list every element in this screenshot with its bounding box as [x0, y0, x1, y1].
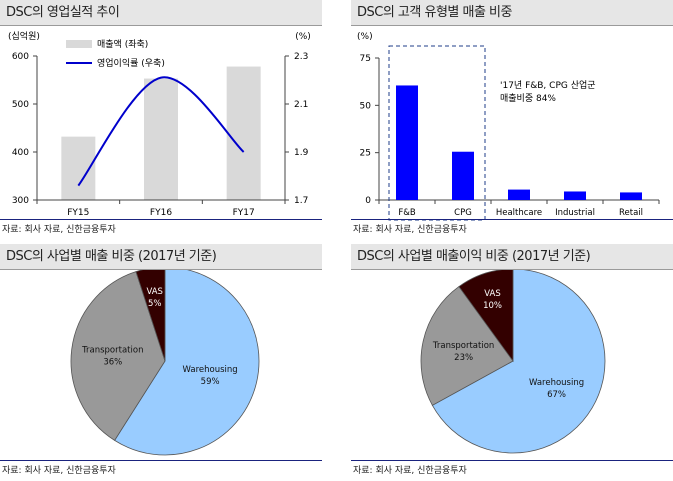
x-tick-label: Retail: [619, 208, 643, 218]
y-tick-label-left: 400: [12, 148, 29, 158]
panel-title: DSC의 사업별 매출이익 비중 (2017년 기준): [351, 244, 673, 270]
bar-fy16: [144, 78, 178, 200]
y-axis-left-unit: (십억원): [8, 30, 40, 42]
legend-swatch-sales: [66, 40, 92, 48]
y-tick-label-right: 2.1: [294, 100, 308, 110]
pie-value-warehousing: 67%: [547, 390, 566, 400]
y-axis-unit: (%): [357, 32, 373, 42]
pie-slice-warehousing: [431, 270, 606, 454]
y-tick-label-right: 1.9: [294, 148, 309, 158]
y-tick-label: 50: [360, 101, 372, 111]
bar-industrial: [564, 191, 586, 200]
y-tick-label-right: 2.3: [294, 52, 308, 62]
y-tick-label-left: 600: [12, 52, 29, 62]
bar-healthcare: [508, 189, 530, 200]
bar-cpg: [452, 151, 474, 200]
source-note: 자료: 회사 자료, 신한금융투자: [353, 225, 467, 235]
pie-slice-vas: [458, 270, 514, 363]
highlight-box-fb-cpg: [388, 45, 486, 221]
panel-business-gross-profit: DSC의 사업별 매출이익 비중 (2017년 기준) Warehousing 6…: [351, 244, 673, 481]
pie-slice-transportation: [70, 271, 166, 441]
annotation-line-1: '17년 F&B, CPG 산업군: [500, 80, 596, 91]
source-note: 자료: 회사 자료, 신한금융투자: [353, 466, 467, 476]
bar-fb: [396, 85, 418, 200]
pie-label-warehousing: Warehousing: [529, 378, 584, 388]
pie-slice-transportation: [420, 286, 514, 406]
y-tick-label: 75: [360, 54, 371, 64]
x-tick-label: F&B: [398, 208, 416, 218]
panel-title: DSC의 고객 유형별 매출 비중: [351, 0, 673, 26]
operating-results-chart: (십억원) (%) 300 400 500 600 1.7 1.9 2.1 2.3 FY15 FY16…: [8, 30, 311, 218]
pie-value-warehousing: 59%: [201, 377, 220, 387]
legend-label-sales: 매출액 (좌축): [97, 38, 148, 50]
legend-label-margin: 영업이익률 (우축): [97, 57, 165, 69]
panel-customer-type-sales: DSC의 고객 유형별 매출 비중 (%) 0 25 50 75 F&B CPG Health…: [351, 0, 673, 240]
pie-label-vas: VAS: [484, 289, 500, 299]
pie-value-vas: 10%: [483, 301, 502, 311]
x-tick-label: Industrial: [555, 208, 595, 218]
bar-retail: [620, 192, 642, 200]
pie-label-vas: VAS: [146, 287, 162, 297]
x-tick-label: Healthcare: [496, 208, 542, 218]
pie-slice-warehousing: [114, 270, 260, 456]
y-tick-label-right: 1.7: [294, 196, 308, 206]
pie-value-vas: 5%: [148, 299, 162, 309]
source-divider: [0, 219, 322, 220]
y-tick-label-left: 300: [12, 196, 29, 206]
panel-title: DSC의 사업별 매출 비중 (2017년 기준): [0, 244, 322, 270]
pie-label-transportation: Transportation: [432, 341, 494, 351]
bar-fy17: [226, 66, 261, 200]
source-divider: [351, 460, 673, 461]
panel-title: DSC의 영업실적 추이: [0, 0, 322, 26]
pie-value-transportation: 23%: [454, 353, 473, 363]
pie-label-warehousing: Warehousing: [183, 365, 238, 375]
y-axis-right-unit: (%): [295, 32, 311, 42]
series-line-operating-margin: [77, 76, 245, 187]
business-gross-profit-pie: Warehousing 67% Transportation 23% VAS 10%: [420, 270, 606, 454]
x-tick-label-fy17: FY17: [233, 208, 255, 218]
source-note: 자료: 회사 자료, 신한금융투자: [2, 466, 116, 476]
customer-type-chart: (%) 0 25 50 75 F&B CPG Healthcare Industrial Reta…: [357, 32, 660, 221]
pie-value-transportation: 36%: [103, 357, 122, 367]
x-tick-label-fy16: FY16: [150, 208, 172, 218]
annotation-line-2: 매출비중 84%: [500, 93, 556, 104]
x-tick-label-fy15: FY15: [67, 208, 89, 218]
source-divider: [351, 219, 673, 220]
y-tick-label: 25: [360, 149, 371, 159]
business-sales-pie: Warehousing 59% Transportation 36% VAS 5%: [70, 270, 260, 456]
panel-operating-results: DSC의 영업실적 추이 (십억원) (%) 300 400 500 600 1.7 1.9 2…: [0, 0, 322, 240]
source-divider: [0, 460, 322, 461]
y-tick-label-left: 500: [12, 100, 29, 110]
y-tick-label: 0: [365, 196, 371, 206]
panel-business-sales: DSC의 사업별 매출 비중 (2017년 기준) Warehousing 59%…: [0, 244, 322, 481]
source-note: 자료: 회사 자료, 신한금융투자: [2, 225, 116, 235]
pie-label-transportation: Transportation: [81, 345, 143, 355]
pie-slice-vas: [135, 270, 166, 362]
x-tick-label: CPG: [454, 208, 472, 218]
